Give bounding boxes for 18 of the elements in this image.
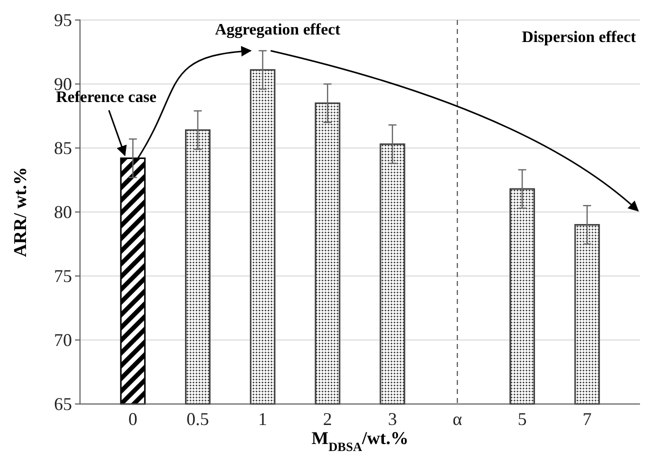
x-tick-label: 5 <box>518 408 527 429</box>
y-tick-label: 95 <box>54 10 72 30</box>
x-tick-label: 0.5 <box>186 408 210 429</box>
annotation: Aggregation effect <box>214 22 342 39</box>
x-tick-label: 7 <box>582 408 592 429</box>
y-tick-label: 70 <box>54 330 72 350</box>
x-tick-label: 1 <box>258 408 268 429</box>
annotation: Dispersion effect <box>522 29 637 46</box>
x-tick-label: 0 <box>128 408 138 429</box>
y-axis-title: ARR/ wt.% <box>10 167 30 257</box>
y-tick-label: 65 <box>54 394 72 414</box>
y-tick-label: 80 <box>54 202 72 222</box>
x-tick-label: 3 <box>388 408 397 429</box>
y-tick-label: 75 <box>54 266 72 286</box>
y-tick-label: 85 <box>54 138 72 158</box>
x-axis-title: M$_{DBSA}$/wt.% <box>311 428 409 453</box>
x-tick-label: α <box>452 408 463 429</box>
x-tick-label: 2 <box>323 408 332 429</box>
